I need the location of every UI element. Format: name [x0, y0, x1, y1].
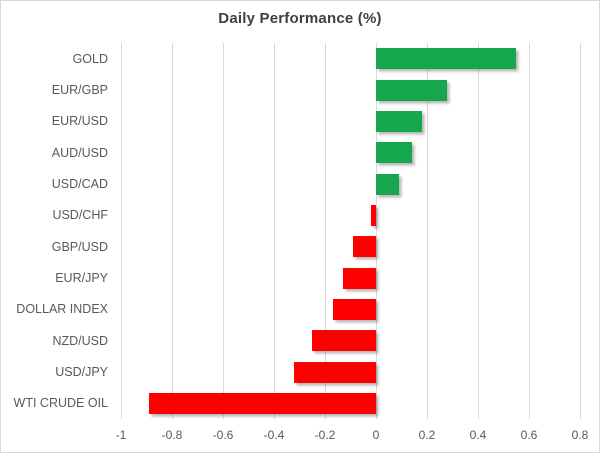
x-tick-label--1: -1	[115, 428, 127, 442]
bar-aud-usd	[376, 142, 412, 164]
bar-dollar-index	[332, 298, 376, 320]
bar-gold	[376, 48, 517, 70]
x-tick-label--0.2: -0.2	[314, 428, 336, 442]
bar-usd-chf	[370, 204, 376, 226]
gridline-x-0.2	[426, 43, 428, 419]
bar-nzd-usd	[312, 330, 376, 352]
x-tick-label--0.8: -0.8	[161, 428, 183, 442]
category-label-usd-cad: USD/CAD	[51, 176, 108, 191]
category-label-eur-usd: EUR/USD	[51, 114, 108, 129]
gridline-x--0.8	[171, 43, 173, 419]
bar-wti-crude-oil	[149, 392, 376, 414]
x-tick-label-0: 0	[372, 428, 380, 442]
gridline-x--0.2	[324, 43, 326, 419]
bar-usd-cad	[376, 173, 399, 195]
x-tick-label--0.6: -0.6	[212, 428, 234, 442]
x-tick-label-0.6: 0.6	[520, 428, 538, 442]
category-label-usd-jpy: USD/JPY	[55, 364, 108, 379]
category-label-usd-chf: USD/CHF	[52, 208, 108, 223]
x-tick-label-0.2: 0.2	[418, 428, 436, 442]
gridline-x--1	[120, 43, 122, 419]
bar-gbp-usd	[353, 236, 376, 258]
gridline-x--0.4	[273, 43, 275, 419]
category-label-dollar-index: DOLLAR INDEX	[16, 302, 108, 317]
category-label-aud-usd: AUD/USD	[51, 145, 108, 160]
category-label-eur-gbp: EUR/GBP	[51, 82, 108, 97]
category-label-wti-crude-oil: WTI CRUDE OIL	[13, 396, 108, 411]
gridline-x-0.8	[579, 43, 581, 419]
gridline-x-0.4	[477, 43, 479, 419]
category-axis-labels: GOLD EUR/GBP EUR/USD AUD/USD USD/CAD USD/CHF G…	[1, 43, 111, 419]
bar-eur-usd	[376, 110, 422, 132]
plot-area	[120, 43, 581, 419]
x-tick-label--0.4: -0.4	[263, 428, 285, 442]
bar-usd-jpy	[294, 361, 376, 383]
category-label-nzd-usd: NZD/USD	[52, 333, 108, 348]
category-label-gbp-usd: GBP/USD	[51, 239, 108, 254]
chart-title: Daily Performance (%)	[218, 10, 382, 27]
value-axis: -1 -0.8 -0.6 -0.4 -0.2 0 0.2 0.4 0.6 0.8	[1, 428, 599, 446]
bar-eur-gbp	[376, 79, 448, 101]
x-tick-label-0.4: 0.4	[469, 428, 487, 442]
category-label-gold: GOLD	[72, 51, 108, 66]
bar-eur-jpy	[342, 267, 376, 289]
x-tick-label-0.8: 0.8	[571, 428, 589, 442]
gridline-x--0.6	[222, 43, 224, 419]
gridline-x-0.6	[528, 43, 530, 419]
category-label-eur-jpy: EUR/JPY	[55, 270, 108, 285]
gridline-x-0	[375, 43, 377, 419]
